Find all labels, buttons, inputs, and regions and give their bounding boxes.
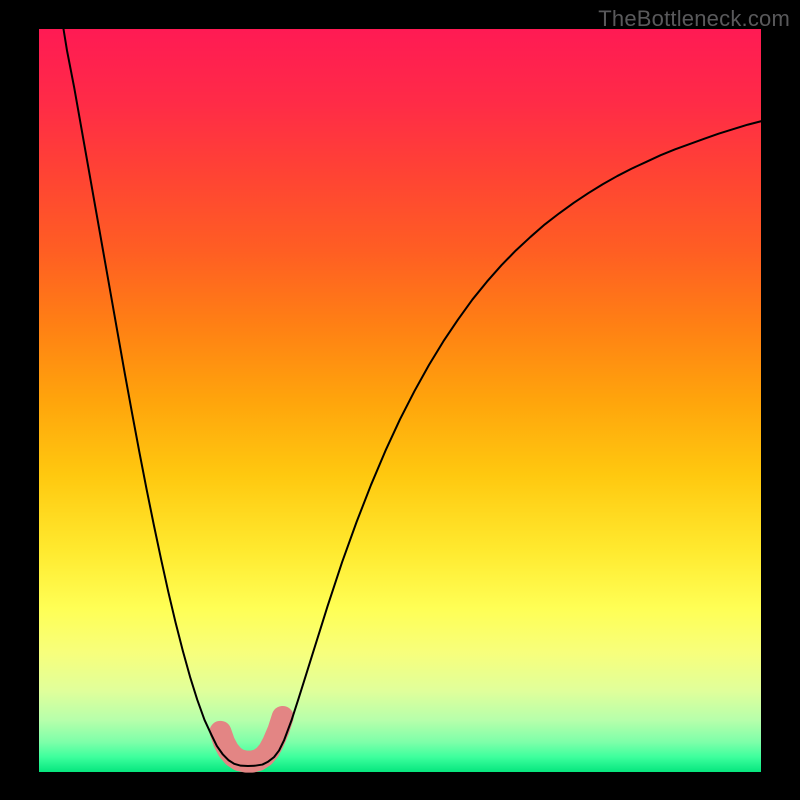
bottleneck-chart: TheBottleneck.com — [0, 0, 800, 800]
watermark-label: TheBottleneck.com — [598, 6, 790, 32]
chart-svg — [0, 0, 800, 800]
